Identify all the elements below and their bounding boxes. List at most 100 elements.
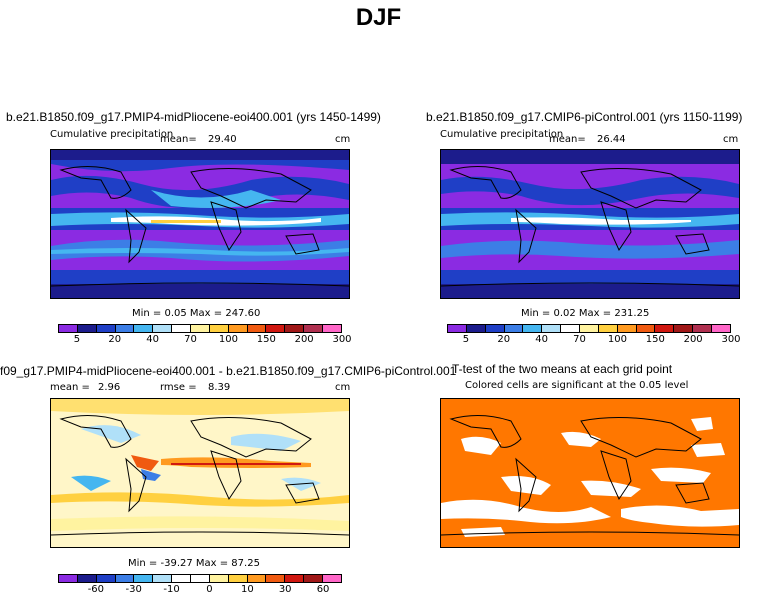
panel3-colorbar-labels: -60 -30 -10 0 10 30 60	[58, 584, 342, 596]
colorbar-swatch	[674, 325, 694, 332]
colorbar-swatch	[466, 325, 486, 332]
colorbar-swatch	[304, 325, 324, 332]
colorbar-swatch	[504, 325, 524, 332]
colorbar-swatch	[77, 325, 97, 332]
colorbar-swatch	[712, 325, 730, 332]
colorbar-swatch	[209, 575, 229, 582]
panel1-case-title: b.e21.B1850.f09_g17.PMIP4-midPliocene-eo…	[6, 110, 381, 124]
panel4-subtitle: Colored cells are significant at the 0.0…	[465, 380, 689, 391]
panel3-map	[50, 398, 350, 548]
panel2-colorbar-labels: 5 20 40 70 100 150 200 300	[447, 334, 741, 346]
colorbar-swatch	[96, 325, 116, 332]
panel4-title: T-test of the two means at each grid poi…	[452, 362, 673, 376]
colorbar-swatch	[636, 325, 656, 332]
colorbar-tick-label: 70	[184, 334, 197, 345]
colorbar-tick-label: 20	[497, 334, 511, 345]
panel2-precip-field	[441, 150, 739, 298]
colorbar-swatch	[617, 325, 637, 332]
colorbar-tick-label: 200	[683, 334, 703, 345]
colorbar-tick-label: 100	[218, 334, 238, 345]
colorbar-tick-label: -60	[87, 584, 105, 595]
colorbar-tick-label: -10	[163, 584, 180, 595]
colorbar-tick-label: 5	[462, 334, 470, 345]
colorbar-tick-label: 200	[294, 334, 314, 345]
colorbar-swatch	[172, 325, 192, 332]
panel1-mean-label: mean=	[160, 134, 197, 145]
colorbar-tick-label: 300	[332, 334, 352, 345]
panel2-mean-label: mean=	[549, 134, 586, 145]
colorbar-swatch	[523, 325, 543, 332]
colorbar-swatch	[266, 325, 286, 332]
colorbar-tick-label: 40	[146, 334, 160, 345]
colorbar-swatch	[191, 575, 210, 582]
colorbar-tick-label: 100	[607, 334, 627, 345]
colorbar-swatch	[59, 325, 78, 332]
colorbar-tick-label: 40	[535, 334, 549, 345]
colorbar-swatch	[266, 575, 286, 582]
colorbar-swatch	[580, 325, 599, 332]
figure-title: DJF	[355, 4, 402, 31]
colorbar-tick-label: 150	[256, 334, 276, 345]
colorbar-swatch	[693, 325, 713, 332]
colorbar-swatch	[191, 325, 210, 332]
panel3-case-title: f09_g17.PMIP4-midPliocene-eoi400.001 - b…	[0, 364, 457, 378]
panel3-colorbar	[58, 574, 342, 583]
colorbar-swatch	[115, 325, 135, 332]
panel3-units: cm	[335, 382, 351, 393]
panel1-colorbar	[58, 324, 342, 333]
colorbar-tick-label: 30	[278, 584, 292, 595]
colorbar-swatch	[209, 325, 229, 332]
panel2-map	[440, 149, 740, 299]
panel3-mean-label: mean =	[50, 382, 90, 393]
colorbar-swatch	[285, 325, 305, 332]
panel4-ttest-field	[441, 399, 739, 547]
colorbar-tick-label: 5	[73, 334, 81, 345]
colorbar-tick-label: 70	[573, 334, 586, 345]
panel1-variable-label: Cumulative precipitation	[50, 129, 174, 140]
colorbar-swatch	[304, 575, 324, 582]
colorbar-swatch	[134, 325, 154, 332]
colorbar-swatch	[247, 575, 267, 582]
colorbar-swatch	[323, 325, 341, 332]
colorbar-swatch	[96, 575, 116, 582]
colorbar-tick-label: -30	[125, 584, 142, 595]
panel2-units: cm	[723, 134, 739, 145]
colorbar-tick-label: 0	[206, 584, 213, 595]
panel3-mean-value: 2.96	[98, 382, 121, 393]
panel1-map	[50, 149, 350, 299]
panel3-minmax: Min = -39.27 Max = 87.25	[128, 558, 260, 569]
colorbar-swatch	[448, 325, 467, 332]
colorbar-swatch	[561, 325, 581, 332]
colorbar-swatch	[228, 325, 248, 332]
colorbar-swatch	[228, 575, 248, 582]
colorbar-swatch	[598, 325, 618, 332]
panel1-units: cm	[335, 134, 351, 145]
colorbar-swatch	[323, 575, 341, 582]
panel2-mean-value: 26.44	[597, 134, 626, 145]
panel1-mean-value: 29.40	[208, 134, 237, 145]
colorbar-swatch	[485, 325, 505, 332]
panel4-map	[440, 398, 740, 548]
panel1-colorbar-labels: 5 20 40 70 100 150 200 300	[58, 334, 352, 346]
panel3-rmse-value: 8.39	[208, 382, 231, 393]
colorbar-swatch	[285, 575, 305, 582]
colorbar-swatch	[115, 575, 135, 582]
colorbar-tick-label: 60	[316, 584, 330, 595]
colorbar-swatch	[153, 575, 173, 582]
colorbar-tick-label: 20	[108, 334, 122, 345]
colorbar-swatch	[153, 325, 173, 332]
colorbar-tick-label: 10	[240, 584, 254, 595]
colorbar-swatch	[655, 325, 675, 332]
panel1-minmax: Min = 0.05 Max = 247.60	[132, 308, 261, 319]
colorbar-swatch	[172, 575, 192, 582]
panel1-precip-field	[51, 150, 349, 298]
panel2-colorbar	[447, 324, 731, 333]
colorbar-swatch	[542, 325, 562, 332]
colorbar-swatch	[247, 325, 267, 332]
panel3-diff-field	[51, 399, 349, 547]
colorbar-swatch	[77, 575, 97, 582]
colorbar-swatch	[59, 575, 78, 582]
panel2-variable-label: Cumulative precipitation	[440, 129, 564, 140]
panel2-case-title: b.e21.B1850.f09_g17.CMIP6-piControl.001 …	[426, 110, 743, 124]
colorbar-tick-label: 300	[721, 334, 741, 345]
